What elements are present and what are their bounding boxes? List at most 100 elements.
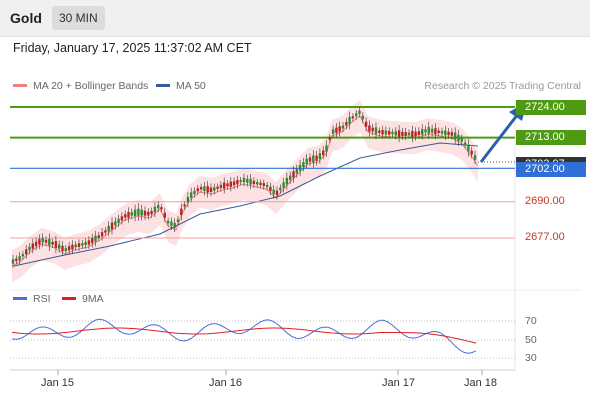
candle-body: [163, 212, 166, 218]
credit-text: Research © 2025 Trading Central: [424, 80, 581, 92]
candle-body: [384, 130, 388, 135]
candle-body: [31, 243, 34, 249]
candle-body: [473, 155, 477, 160]
legend-ma50: MA 50: [156, 80, 206, 92]
candle-body: [176, 219, 180, 222]
candle-body: [331, 129, 335, 134]
ma50-swatch: [156, 83, 170, 87]
candle-body: [25, 249, 28, 255]
timeframe-button[interactable]: 30 MIN: [52, 6, 105, 30]
legend-rsi: RSI: [13, 293, 51, 305]
candle-body: [397, 130, 401, 137]
candle-body: [391, 131, 394, 135]
candle-body: [94, 235, 97, 242]
candle-body: [48, 238, 51, 246]
candle-body: [417, 131, 421, 135]
candle-body: [285, 178, 289, 185]
candle-body: [84, 241, 87, 246]
candle-body: [328, 137, 331, 140]
candle-body: [404, 132, 407, 136]
level-s2: 2677.00: [525, 231, 565, 243]
candle-body: [262, 183, 265, 187]
rsi-tick-50: 50: [525, 334, 537, 346]
candle-body: [424, 129, 427, 133]
candle-body: [18, 256, 21, 261]
candle-body: [414, 131, 417, 137]
candle-body: [206, 186, 209, 193]
candle-body: [193, 190, 196, 194]
candle-body: [114, 221, 117, 226]
candle-body: [358, 110, 361, 114]
candle-body: [289, 175, 292, 180]
bollinger-band: [12, 100, 478, 282]
candle-body: [199, 186, 203, 190]
9ma-swatch: [62, 296, 76, 300]
candle-body: [180, 208, 183, 216]
candle-body: [269, 186, 272, 192]
candle-body: [295, 168, 298, 174]
candle-body: [444, 130, 447, 136]
candle-body: [143, 210, 147, 216]
candle-body: [467, 144, 470, 152]
candle-body: [110, 222, 114, 230]
candle-body: [427, 126, 430, 134]
candle-body: [229, 181, 232, 187]
candle-body: [223, 182, 226, 189]
candle-body: [312, 155, 315, 163]
candle-body: [203, 186, 206, 192]
candle-body: [335, 127, 338, 133]
legend-rsi-label: RSI: [33, 293, 51, 305]
rsi-tick-70: 70: [525, 315, 537, 327]
candle-body: [209, 187, 213, 193]
candle-body: [133, 209, 137, 217]
candle-body: [292, 171, 295, 178]
candle-body: [160, 207, 163, 210]
candle-body: [341, 125, 345, 129]
candle-body: [345, 121, 348, 126]
candle-body: [388, 130, 391, 135]
candle-body: [256, 182, 259, 185]
candle-body: [239, 180, 242, 183]
candle-body: [381, 130, 384, 135]
candle-body: [64, 248, 67, 252]
candle-body: [457, 134, 460, 141]
candle-body: [170, 221, 173, 226]
candle-body: [44, 239, 48, 243]
candle-body: [61, 245, 64, 252]
candle-body: [41, 237, 44, 243]
candle-body: [355, 113, 358, 117]
candle-body: [71, 244, 74, 250]
candle-body: [58, 244, 61, 249]
candle-body: [77, 243, 81, 247]
candle-body: [120, 216, 124, 221]
candle-body: [190, 192, 193, 198]
candle-body: [137, 208, 140, 216]
candle-body: [252, 180, 256, 185]
x-label-jan16: Jan 16: [209, 377, 243, 389]
candle-body: [430, 128, 434, 133]
candle-body: [34, 241, 38, 247]
candle-body: [450, 132, 454, 136]
candle-body: [371, 127, 374, 132]
x-label-jan18: Jan 18: [464, 377, 498, 389]
candle-body: [173, 222, 176, 228]
candle-body: [454, 132, 457, 140]
candle-body: [298, 164, 302, 171]
rsi-tick-30: 30: [525, 352, 537, 364]
candle-body: [140, 209, 143, 216]
candle-body: [411, 130, 414, 138]
legend-ma50-label: MA 50: [176, 80, 206, 92]
candle-body: [351, 116, 355, 119]
candle-body: [28, 246, 31, 251]
candle-body: [470, 150, 473, 155]
candle-body: [460, 138, 463, 142]
top-bar: Gold 30 MIN: [0, 0, 590, 37]
candle-body: [51, 241, 54, 245]
candle-body: [91, 238, 94, 244]
candle-body: [183, 204, 186, 207]
candle-body: [325, 145, 328, 152]
level-r2: 2724.00: [516, 100, 586, 115]
candle-body: [275, 190, 279, 196]
candle-body: [232, 181, 236, 186]
